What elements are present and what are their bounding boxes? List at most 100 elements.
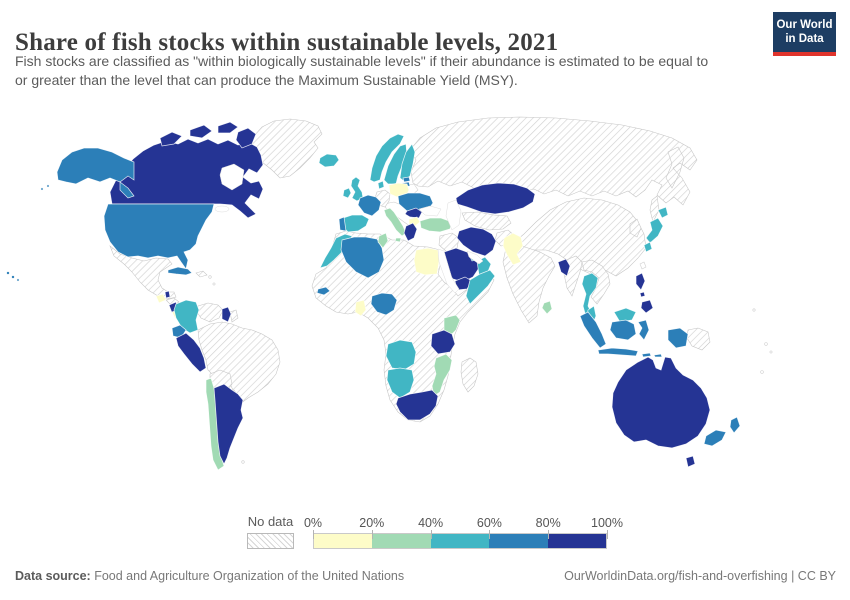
falkland-islands [241, 460, 245, 464]
legend-no-data[interactable]: No data [247, 514, 294, 549]
legend-bin-80-100%[interactable] [547, 534, 607, 548]
country-turkey[interactable] [419, 217, 453, 233]
owid-logo[interactable]: Our World in Data [773, 12, 836, 56]
country-china[interactable] [511, 197, 647, 277]
legend-tick-label: 0% [303, 516, 323, 530]
page-subtitle: Fish stocks are classified as "within bi… [15, 52, 765, 90]
country-bangladesh[interactable] [557, 258, 571, 277]
country-japan[interactable] [643, 206, 669, 253]
legend-tick-label: 20% [359, 516, 385, 530]
legend-tick-label: 100% [591, 516, 623, 530]
country-nigeria[interactable] [370, 292, 398, 316]
data-source: Data source: Food and Agriculture Organi… [15, 569, 404, 583]
country-guyana[interactable] [221, 306, 232, 323]
legend-no-data-swatch[interactable] [247, 533, 294, 549]
country-romania[interactable] [404, 207, 423, 219]
hudson-bay [219, 163, 245, 191]
caspian-sea [445, 199, 462, 231]
country-kazakhstan[interactable] [455, 182, 536, 215]
country-france[interactable] [357, 194, 382, 217]
country-suriname[interactable] [229, 309, 239, 323]
country-iran[interactable] [456, 226, 497, 257]
country-guatemala[interactable] [155, 293, 167, 304]
country-vietnam[interactable] [581, 259, 611, 305]
country-angola[interactable] [385, 339, 417, 371]
hispaniola [195, 270, 208, 278]
country-iceland[interactable] [318, 153, 340, 168]
persian-gulf [466, 250, 484, 265]
country-portugal[interactable] [338, 216, 347, 232]
legend-tick-line [489, 530, 491, 539]
country-norway[interactable] [369, 133, 405, 183]
country-somalia[interactable] [465, 269, 496, 305]
data-source-text: Food and Agriculture Organization of the… [90, 569, 405, 583]
legend-color-bar: 0% 20% 40% 60% 80% 100% [304, 516, 623, 549]
legend-bin-20-40%[interactable] [372, 534, 431, 548]
country-ireland[interactable] [342, 187, 352, 199]
country-peru[interactable] [175, 332, 207, 373]
country-colombia[interactable] [173, 299, 200, 334]
country-tanzania[interactable] [430, 329, 456, 355]
pacific-island [752, 308, 756, 312]
country-philippines[interactable] [635, 272, 654, 314]
caribbean-island [212, 282, 216, 286]
legend-tick-line [313, 530, 314, 539]
legend-bin-60-80%[interactable] [489, 534, 548, 548]
country-united-states[interactable] [6, 147, 215, 282]
legend-tick-line [607, 530, 608, 539]
country-greenland[interactable] [249, 118, 323, 179]
footer-license: | CC BY [787, 569, 836, 583]
country-madagascar[interactable] [460, 357, 479, 393]
subtitle-line-1: Fish stocks are classified as "within bi… [15, 53, 709, 69]
country-new-zealand[interactable] [703, 416, 741, 447]
country-denmark[interactable] [377, 180, 385, 190]
legend-no-data-label: No data [247, 514, 294, 529]
country-mexico[interactable] [109, 245, 177, 300]
legend-tick-label: 80% [535, 516, 561, 530]
taiwan-region [639, 261, 647, 270]
footer-right: OurWorldinData.org/fish-and-overfishing … [564, 569, 836, 583]
legend-segments [313, 533, 607, 549]
country-pakistan[interactable] [502, 232, 524, 266]
country-south-africa[interactable] [395, 389, 439, 421]
country-venezuela[interactable] [196, 302, 224, 323]
country-mozambique[interactable] [431, 353, 453, 397]
subtitle-line-2: or greater than the level that can produ… [15, 72, 518, 88]
country-cuba[interactable] [167, 266, 193, 276]
country-canada[interactable] [109, 121, 264, 219]
country-egypt[interactable] [413, 247, 440, 276]
red-sea [437, 248, 460, 294]
country-honduras[interactable] [165, 297, 180, 307]
pacific-island [764, 342, 768, 346]
country-estonia[interactable] [402, 176, 411, 183]
footer-link[interactable]: OurWorldinData.org/fish-and-overfishing [564, 569, 788, 583]
country-belize[interactable] [164, 290, 171, 299]
great-lakes [214, 205, 230, 213]
country-brazil[interactable] [197, 321, 281, 419]
caribbean-island [208, 275, 212, 279]
country-ghana[interactable] [354, 299, 367, 317]
logo-line-2: in Data [785, 32, 824, 45]
map-legend: No data 0% 20% 40% 60% 80% 100% [247, 514, 623, 549]
data-source-label: Data source: [15, 569, 91, 583]
country-tunisia[interactable] [377, 232, 389, 249]
legend-tick-label: 60% [476, 516, 502, 530]
country-papua-new-guinea[interactable] [686, 327, 711, 351]
legend-bin-40-60%[interactable] [430, 534, 490, 548]
country-algeria[interactable] [340, 236, 385, 279]
legend-tick-line [430, 530, 432, 539]
country-greece[interactable] [403, 222, 418, 242]
country-south-korea[interactable] [629, 218, 642, 238]
country-indonesia[interactable] [579, 311, 689, 358]
legend-bin-0-20%[interactable] [314, 534, 373, 548]
logo-line-1: Our World [776, 19, 833, 31]
country-namibia[interactable] [386, 367, 415, 399]
country-senegal[interactable] [316, 286, 331, 296]
country-australia[interactable] [611, 356, 711, 468]
pacific-island [760, 370, 764, 374]
country-sri-lanka[interactable] [541, 300, 553, 315]
footer: Data source: Food and Agriculture Organi… [15, 569, 836, 583]
country-argentina[interactable] [213, 383, 244, 465]
legend-tick-label: 40% [418, 516, 444, 530]
